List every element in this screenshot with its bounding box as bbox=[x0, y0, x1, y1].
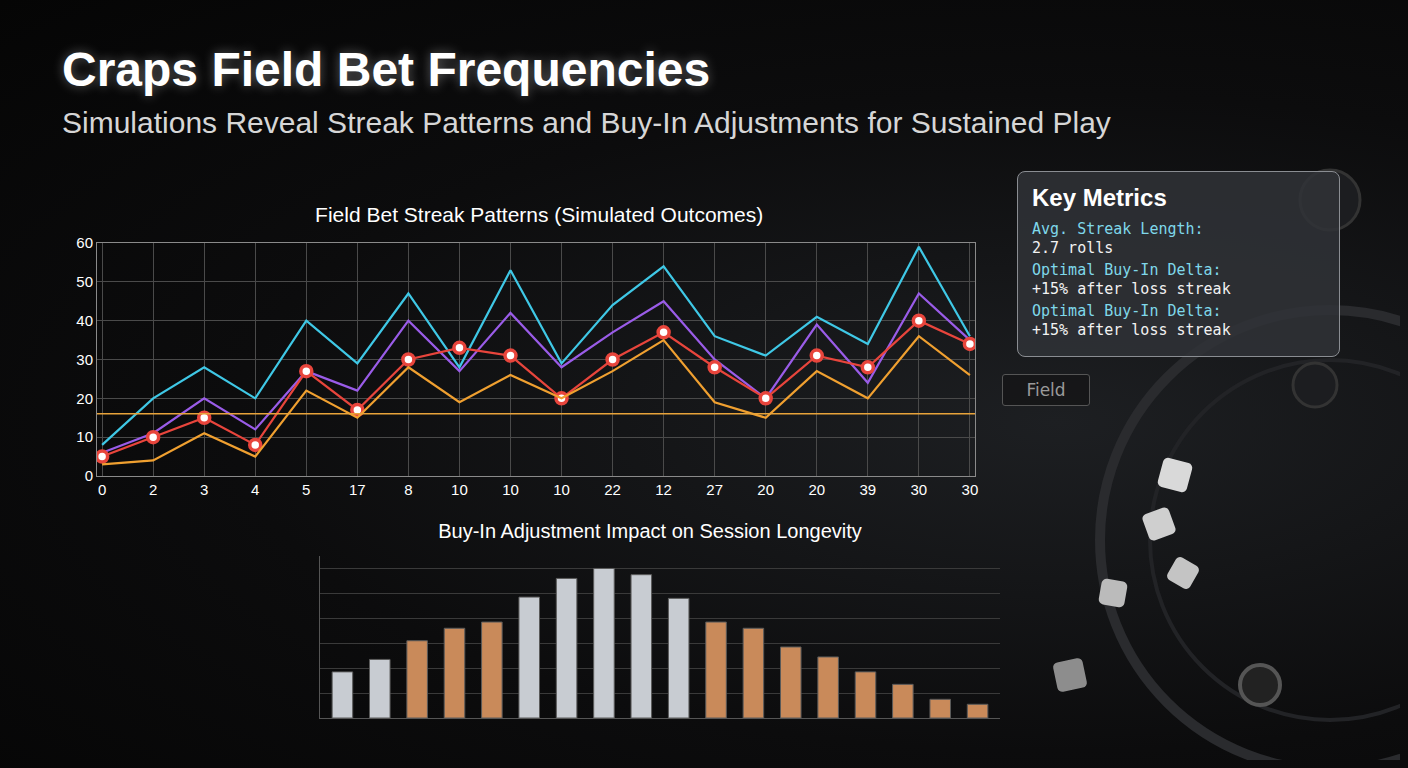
svg-text:10: 10 bbox=[502, 481, 519, 498]
html-text:Field: Field bbox=[1026, 380, 1066, 400]
svg-text:0: 0 bbox=[85, 467, 93, 484]
svg-text:0: 0 bbox=[98, 481, 106, 498]
svg-text:17: 17 bbox=[349, 481, 366, 498]
svg-text:Field Bet Streak Patterns (Sim: Field Bet Streak Patterns (Simulated Out… bbox=[315, 203, 763, 226]
svg-text:20: 20 bbox=[757, 481, 774, 498]
html-text:+15% after loss streak: +15% after loss streak bbox=[1032, 280, 1231, 298]
svg-text:8: 8 bbox=[404, 481, 412, 498]
svg-text:22: 22 bbox=[604, 481, 621, 498]
svg-text:39: 39 bbox=[859, 481, 876, 498]
svg-text:40: 40 bbox=[76, 312, 93, 329]
svg-text:10: 10 bbox=[76, 428, 93, 445]
svg-text:Buy-In Adjustment Impact on Se: Buy-In Adjustment Impact on Session Long… bbox=[438, 520, 862, 542]
svg-text:10: 10 bbox=[451, 481, 468, 498]
html-text:Simulations Reveal Streak Patt: Simulations Reveal Streak Patterns and B… bbox=[62, 106, 1111, 139]
svg-text:12: 12 bbox=[655, 481, 672, 498]
html-text:Avg. Streak Length:: Avg. Streak Length: bbox=[1032, 220, 1204, 238]
html-text:Optimal Buy-In Delta:: Optimal Buy-In Delta: bbox=[1032, 261, 1222, 279]
html-text:Key Metrics: Key Metrics bbox=[1032, 184, 1167, 211]
html-text:Optimal Buy-In Delta:: Optimal Buy-In Delta: bbox=[1032, 302, 1222, 320]
svg-text:30: 30 bbox=[911, 481, 928, 498]
svg-text:2: 2 bbox=[149, 481, 157, 498]
svg-text:10: 10 bbox=[553, 481, 570, 498]
svg-text:50: 50 bbox=[76, 273, 93, 290]
svg-text:20: 20 bbox=[808, 481, 825, 498]
svg-text:27: 27 bbox=[706, 481, 723, 498]
svg-text:20: 20 bbox=[76, 390, 93, 407]
html-text:Craps Field Bet Frequencies: Craps Field Bet Frequencies bbox=[62, 43, 711, 96]
svg-text:3: 3 bbox=[200, 481, 208, 498]
svg-text:30: 30 bbox=[76, 351, 93, 368]
svg-text:5: 5 bbox=[302, 481, 310, 498]
html-text:+15% after loss streak: +15% after loss streak bbox=[1032, 321, 1231, 339]
svg-text:30: 30 bbox=[962, 481, 979, 498]
svg-text:60: 60 bbox=[76, 234, 93, 251]
html-text:2.7 rolls: 2.7 rolls bbox=[1032, 239, 1114, 257]
svg-text:4: 4 bbox=[251, 481, 259, 498]
